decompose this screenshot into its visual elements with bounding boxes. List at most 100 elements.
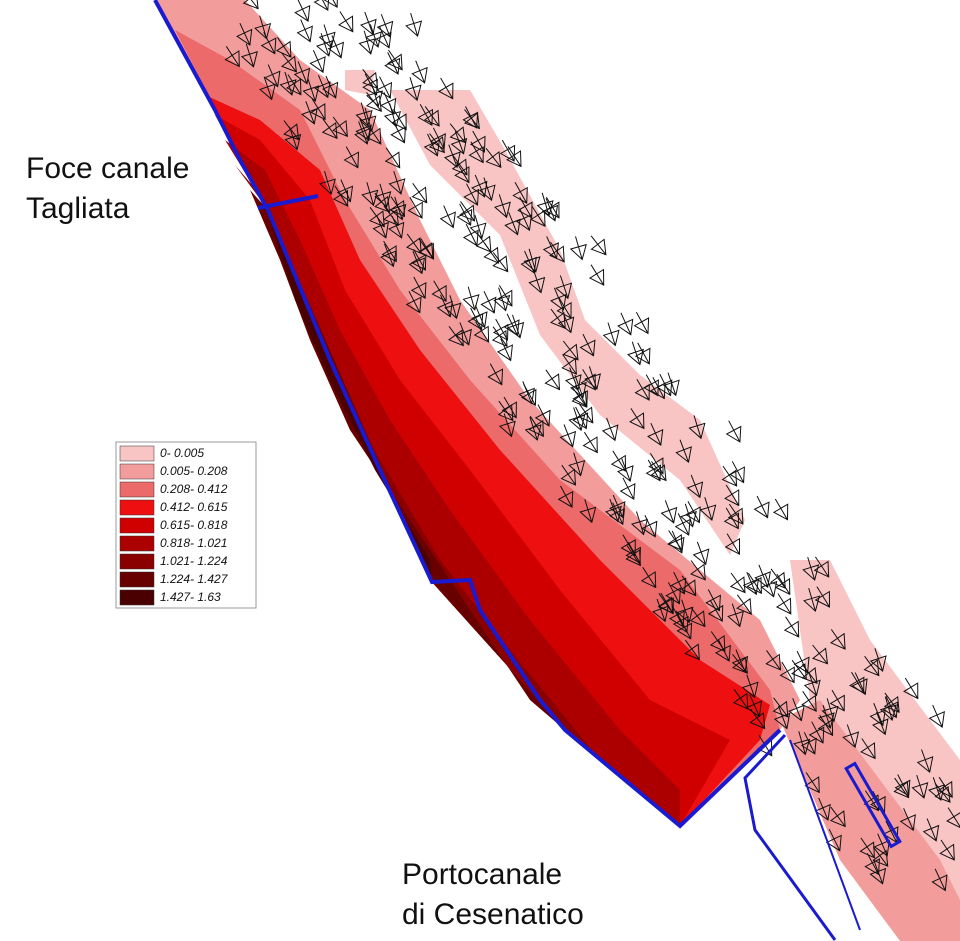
arrow <box>869 703 886 727</box>
arrow <box>641 514 658 538</box>
arrow <box>561 354 577 375</box>
legend-swatch <box>119 463 155 480</box>
arrow <box>601 417 619 442</box>
arrow <box>685 501 701 524</box>
legend-swatch <box>119 499 155 516</box>
arrow <box>873 833 890 857</box>
depth-zone <box>780 700 960 941</box>
coastline <box>153 0 902 941</box>
arrow <box>577 402 594 424</box>
arrow <box>462 286 480 311</box>
legend-swatch <box>119 481 155 498</box>
arrow <box>568 407 586 432</box>
arrow <box>660 500 678 524</box>
arrow <box>686 474 704 499</box>
arrow <box>783 616 800 638</box>
arrow <box>384 147 401 169</box>
vector-arrows <box>224 0 960 892</box>
arrow <box>692 541 710 566</box>
arrow <box>236 22 253 46</box>
arrow <box>555 275 573 300</box>
arrow <box>365 24 382 48</box>
arrow <box>365 123 382 145</box>
arrow <box>721 465 738 487</box>
arrow <box>829 629 846 650</box>
arrow <box>469 215 487 240</box>
arrow <box>745 694 763 718</box>
arrow <box>485 147 502 168</box>
arrow <box>517 196 533 219</box>
arrow <box>376 76 393 99</box>
arrow <box>736 594 752 615</box>
arrow <box>939 839 955 861</box>
arrow <box>451 155 468 176</box>
arrow <box>666 530 683 552</box>
arrow <box>390 121 406 144</box>
arrow <box>772 697 789 718</box>
arrow <box>302 78 320 103</box>
arrow <box>375 25 392 49</box>
arrow <box>405 290 422 314</box>
arrow <box>729 461 745 484</box>
arrow <box>814 586 831 608</box>
arrow <box>492 252 509 273</box>
arrow <box>478 177 496 202</box>
arrow <box>676 599 694 624</box>
legend-swatch <box>119 535 155 552</box>
arrow <box>582 431 598 454</box>
legend-label: 0.208- 0.412 <box>160 482 228 496</box>
arrow <box>804 772 820 794</box>
arrow <box>814 797 831 821</box>
arrow <box>438 77 454 100</box>
arrow <box>264 64 281 88</box>
arrow <box>562 340 579 361</box>
arrow <box>934 782 951 803</box>
arrow <box>528 415 544 438</box>
arrow <box>361 182 379 207</box>
arrow <box>507 314 525 339</box>
place-labels: Foce canale Tagliata Portocanale di Cesenat… <box>26 152 584 931</box>
depth-zone <box>205 95 770 826</box>
arrow <box>727 603 744 628</box>
arrow <box>462 223 479 247</box>
arrow <box>817 714 834 737</box>
arrow <box>802 556 820 581</box>
arrow <box>374 183 392 208</box>
arrow <box>528 269 546 294</box>
arrow <box>760 574 778 598</box>
arrow <box>911 774 929 799</box>
arrow <box>732 689 749 710</box>
arrow <box>496 338 513 362</box>
legend-swatch <box>119 553 155 570</box>
arrow <box>869 861 887 885</box>
depth-zone <box>215 115 730 826</box>
arrow <box>617 312 634 336</box>
arrow <box>318 170 336 196</box>
arrow <box>894 774 911 797</box>
arrow <box>793 731 811 756</box>
arrow <box>813 556 830 578</box>
arrow <box>729 572 746 594</box>
arrow <box>388 215 405 239</box>
arrow <box>640 567 657 589</box>
arrow <box>456 203 473 226</box>
arrow <box>675 439 692 464</box>
breakwater <box>844 761 902 849</box>
legend-label: 0.818- 1.021 <box>160 536 227 550</box>
arrow <box>883 692 900 713</box>
arrow <box>569 236 587 261</box>
arrow <box>323 0 338 9</box>
legend-label: 0.615- 0.818 <box>160 518 228 532</box>
arrow <box>283 120 300 141</box>
arrow <box>389 196 407 221</box>
arrow <box>864 853 880 876</box>
arrow <box>544 197 560 219</box>
arrow <box>842 724 860 749</box>
arrow <box>724 533 740 556</box>
arrow <box>791 659 807 681</box>
arrow <box>620 534 636 557</box>
arrow <box>428 133 445 154</box>
arrow <box>359 11 377 36</box>
arrow <box>579 499 597 524</box>
arrow <box>542 236 560 260</box>
